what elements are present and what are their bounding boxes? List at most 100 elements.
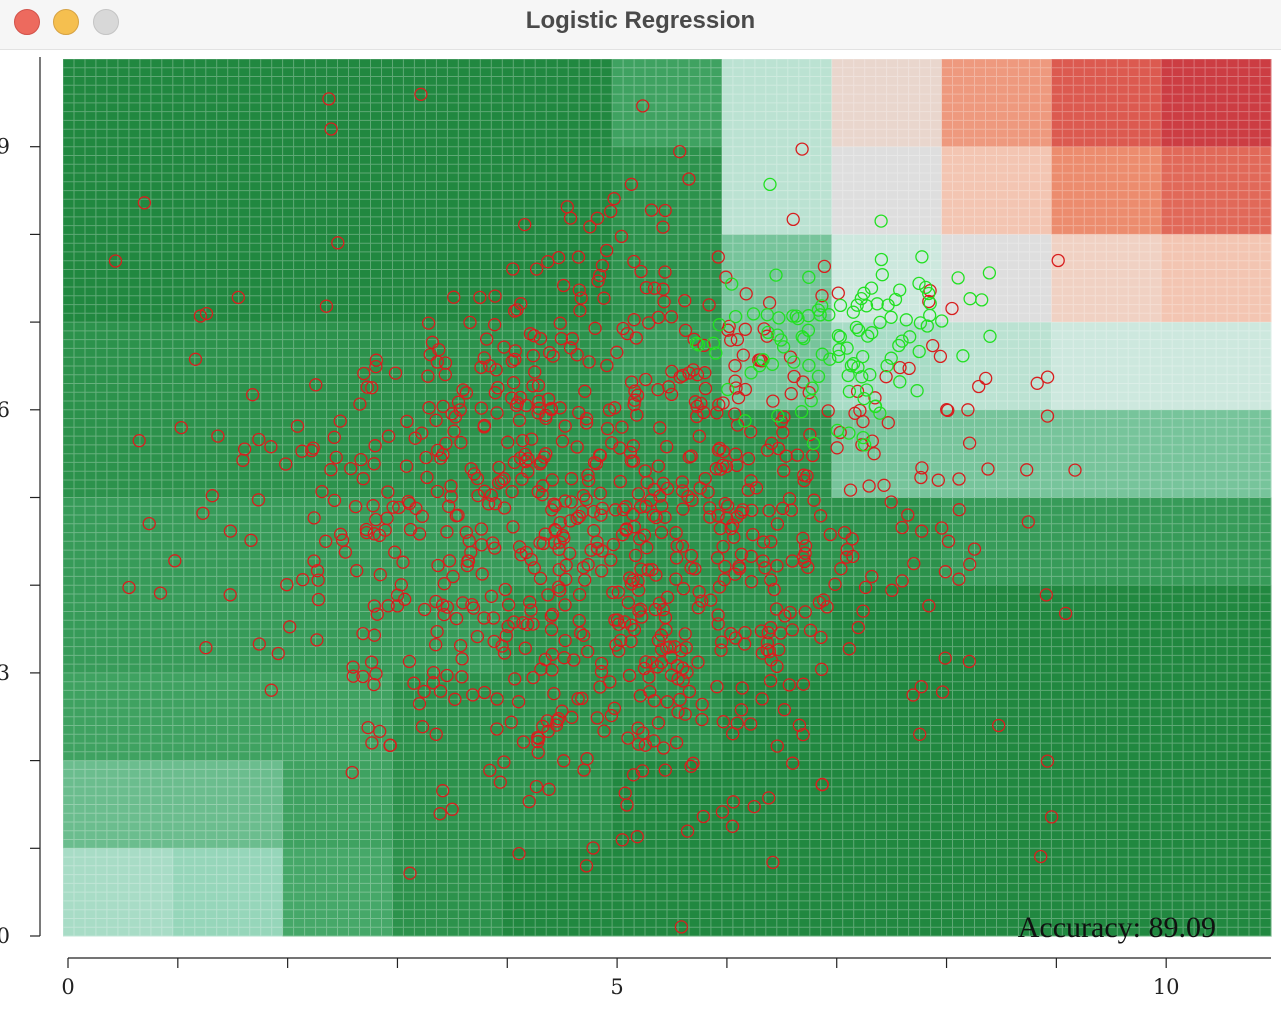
class0-point [497, 755, 511, 769]
class0-point [879, 370, 893, 384]
class0-point [519, 545, 533, 560]
region-cell [941, 59, 1052, 148]
class0-point [676, 368, 690, 383]
class0-point [712, 580, 727, 594]
region-cell [1051, 585, 1162, 674]
class0-point [714, 643, 728, 657]
class0-point [559, 572, 573, 586]
class0-point [730, 458, 744, 473]
class0-point [668, 640, 682, 654]
class0-point [657, 295, 671, 309]
class0-point [633, 602, 648, 616]
class0-point [553, 401, 567, 415]
region-cell [63, 409, 174, 498]
class0-point [436, 784, 450, 798]
class0-point [807, 493, 821, 507]
class0-point [776, 501, 790, 516]
class1-point [815, 299, 829, 313]
class0-point [571, 692, 585, 706]
class0-point [790, 448, 805, 462]
class0-point [319, 299, 334, 313]
class0-point [795, 142, 809, 156]
region-cell [612, 672, 723, 762]
class1-point [899, 313, 913, 327]
region-cell [63, 322, 174, 411]
class0-point [865, 569, 879, 584]
class1-point [913, 316, 928, 330]
class0-point [531, 378, 546, 393]
minimize-window-button[interactable] [53, 9, 79, 35]
class0-point [464, 545, 478, 559]
class0-point [796, 375, 810, 389]
class0-point [555, 704, 569, 718]
class0-point [415, 426, 429, 440]
class0-point [952, 503, 966, 517]
class1-point [787, 355, 801, 369]
class0-point [554, 331, 569, 346]
class0-point [523, 595, 537, 609]
class0-point [563, 514, 577, 528]
class0-point [611, 617, 626, 631]
class0-point [564, 495, 578, 509]
class0-point [626, 768, 641, 782]
class0-point [587, 504, 601, 519]
class0-point [600, 243, 614, 258]
class0-point [623, 571, 637, 585]
class0-point [223, 588, 237, 602]
class0-point [653, 489, 667, 503]
class0-point [731, 391, 746, 405]
class1-point [874, 252, 889, 267]
class0-point [669, 526, 683, 540]
class0-point [628, 548, 643, 563]
class0-point [545, 647, 559, 661]
class0-point [459, 525, 473, 539]
class0-point [914, 680, 928, 694]
class0-point [736, 348, 750, 362]
class0-point [417, 684, 431, 699]
class0-point [746, 527, 760, 542]
class0-point [839, 550, 854, 564]
class1-point [746, 307, 761, 321]
class0-point [837, 525, 852, 540]
class0-point [576, 488, 591, 503]
class0-point [617, 615, 632, 629]
class0-point [718, 496, 732, 511]
class0-point [1051, 253, 1065, 268]
class0-point [611, 585, 625, 599]
class0-point [605, 436, 619, 450]
region-cell [941, 760, 1052, 849]
class0-point [516, 616, 530, 630]
class0-point [756, 535, 771, 549]
class0-point [961, 403, 975, 417]
class0-point [671, 672, 685, 686]
class0-point [660, 590, 675, 604]
class1-point [842, 426, 856, 440]
region-cell [63, 848, 174, 937]
zoom-window-button[interactable] [93, 9, 119, 35]
class0-point [573, 303, 587, 318]
class0-point [967, 542, 982, 556]
class0-point [644, 203, 659, 217]
class0-point [331, 236, 345, 250]
class0-point [716, 715, 730, 729]
class1-point [709, 346, 723, 360]
close-window-button[interactable] [14, 9, 40, 35]
class0-point [695, 594, 709, 608]
class0-point [627, 254, 641, 269]
class0-point [682, 450, 696, 464]
region-cell [1051, 409, 1162, 498]
class1-point [833, 330, 847, 344]
class0-point [704, 593, 718, 607]
class0-point [820, 600, 834, 614]
class0-point [483, 763, 497, 778]
class0-point [506, 376, 521, 390]
class0-point [692, 585, 706, 599]
class0-point [545, 503, 559, 517]
class0-point [651, 382, 665, 397]
class1-point [855, 370, 869, 384]
class0-point [613, 474, 627, 489]
class0-point [437, 607, 451, 622]
class0-point [547, 686, 561, 701]
class0-point [199, 641, 213, 655]
class0-point [963, 557, 977, 571]
